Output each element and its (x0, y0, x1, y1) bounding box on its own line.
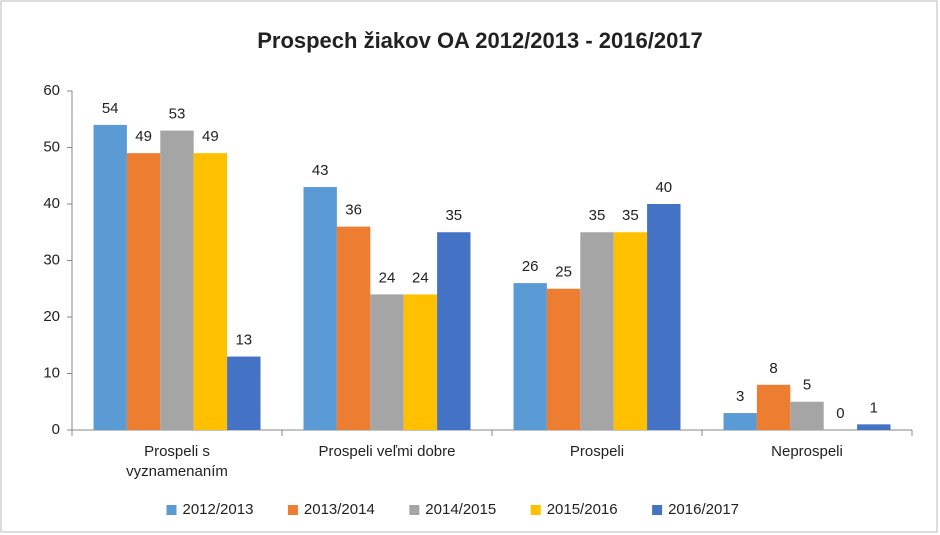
bar (647, 204, 681, 430)
x-tick-label: Prospeli veľmi dobre (318, 443, 456, 460)
data-label: 3 (736, 388, 744, 405)
legend-label: 2016/2017 (668, 501, 739, 518)
legend-label: 2015/2016 (547, 501, 618, 518)
data-label: 8 (769, 360, 777, 377)
data-label: 54 (102, 100, 119, 117)
legend-swatch (166, 505, 177, 515)
x-tick-label: Prospeli s vyznamenaním (126, 443, 228, 480)
y-tick-label: 20 (43, 308, 60, 325)
bar (580, 232, 614, 430)
legend-swatch (287, 505, 298, 515)
data-label: 25 (555, 264, 572, 281)
data-label: 49 (135, 128, 152, 145)
bar (723, 413, 757, 430)
chart-title: Prospech žiakov OA 2012/2013 - 2016/2017 (257, 28, 703, 53)
data-label: 43 (312, 162, 329, 179)
bar (303, 187, 337, 430)
bar (193, 153, 228, 430)
y-tick-label: 30 (43, 251, 60, 268)
y-tick-label: 50 (43, 138, 60, 155)
bar (93, 124, 127, 431)
data-label: 1 (870, 399, 878, 416)
legend-swatch (409, 505, 420, 515)
data-label: 36 (345, 202, 362, 219)
data-label: 13 (235, 332, 252, 349)
bar (160, 130, 194, 431)
y-tick-label: 0 (52, 421, 60, 438)
data-label: 53 (169, 106, 186, 123)
data-label: 26 (522, 258, 539, 275)
bar (437, 232, 471, 430)
y-tick-label: 60 (43, 82, 60, 99)
data-label: 40 (655, 179, 672, 196)
bar (613, 232, 648, 430)
bar (756, 384, 791, 430)
data-label: 24 (412, 269, 429, 286)
legend-label: 2014/2015 (425, 501, 496, 518)
bar (370, 294, 404, 430)
legend-swatch (530, 505, 541, 515)
bar (403, 294, 438, 430)
data-label: 0 (836, 405, 844, 422)
bar (126, 153, 161, 430)
data-label: 35 (622, 207, 639, 224)
bar (336, 226, 371, 430)
data-label: 35 (589, 207, 606, 224)
y-tick-label: 40 (43, 195, 60, 212)
legend-label: 2012/2013 (183, 501, 254, 518)
legend-label: 2013/2014 (304, 501, 375, 518)
data-label: 35 (445, 207, 462, 224)
y-tick-label: 10 (43, 364, 60, 381)
bar (513, 283, 547, 430)
data-label: 24 (379, 269, 396, 286)
bar (227, 356, 261, 430)
x-tick-label: Prospeli (569, 443, 625, 460)
data-label: 5 (803, 377, 811, 394)
legend-swatch (652, 505, 663, 515)
data-label: 49 (202, 128, 219, 145)
bar (546, 288, 581, 430)
bar (790, 401, 824, 430)
bar (857, 424, 891, 430)
x-tick-label: Neprospeli (771, 443, 843, 460)
